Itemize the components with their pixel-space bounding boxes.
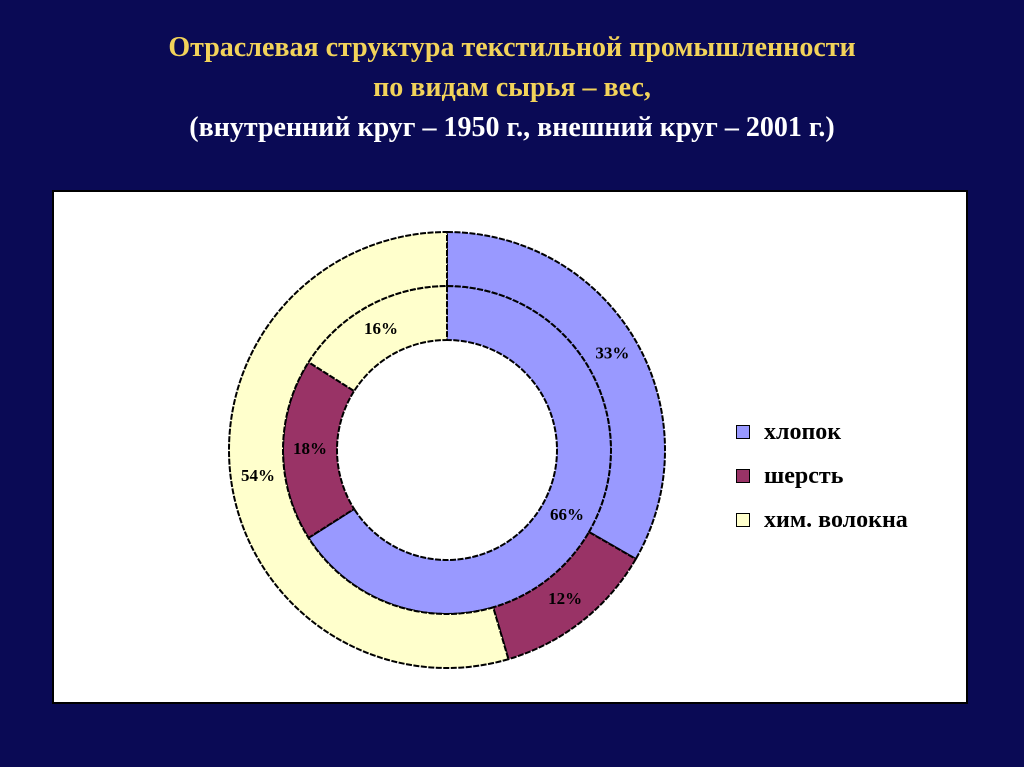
outer-ring-label-chemical-fibers: 54% — [241, 466, 275, 485]
outer-ring-label-cotton: 33% — [595, 343, 629, 362]
legend-swatch-wool — [736, 469, 750, 483]
legend-label-cotton: хлопок — [764, 418, 842, 445]
chart-legend: хлопок шерсть хим. волокна — [736, 410, 908, 542]
legend-swatch-chemical-fibers — [736, 513, 750, 527]
title-line-2: по видам сырья – вес, — [373, 72, 651, 103]
legend-swatch-cotton — [736, 425, 750, 439]
inner-ring-label-chemical-fibers: 16% — [364, 319, 398, 338]
slide-title: Отраслевая структура текстильной промышл… — [0, 28, 1024, 148]
outer-ring-slice-wool — [491, 530, 638, 661]
doughnut-chart: 66% 18% 16% 33% 12% 54% — [227, 230, 666, 669]
outer-ring-slice-cotton — [446, 230, 666, 561]
outer-ring-label-wool: 12% — [548, 589, 582, 608]
inner-ring-label-wool: 18% — [293, 439, 327, 458]
inner-ring-label-cotton: 66% — [550, 505, 584, 524]
legend-item-wool: шерсть — [736, 454, 908, 498]
chart-area: 66% 18% 16% 33% 12% 54% хлопок шерсть хим. во… — [52, 190, 968, 704]
title-line-3: (внутренний круг – 1950 г., внешний круг… — [189, 112, 835, 143]
legend-item-cotton: хлопок — [736, 410, 908, 454]
outer-ring-slice-chemical-fibers — [227, 230, 510, 669]
legend-label-wool: шерсть — [764, 462, 844, 489]
legend-item-chemical-fibers: хим. волокна — [736, 498, 908, 542]
title-line-1: Отраслевая структура текстильной промышл… — [168, 32, 856, 63]
legend-label-chemical-fibers: хим. волокна — [764, 506, 908, 533]
